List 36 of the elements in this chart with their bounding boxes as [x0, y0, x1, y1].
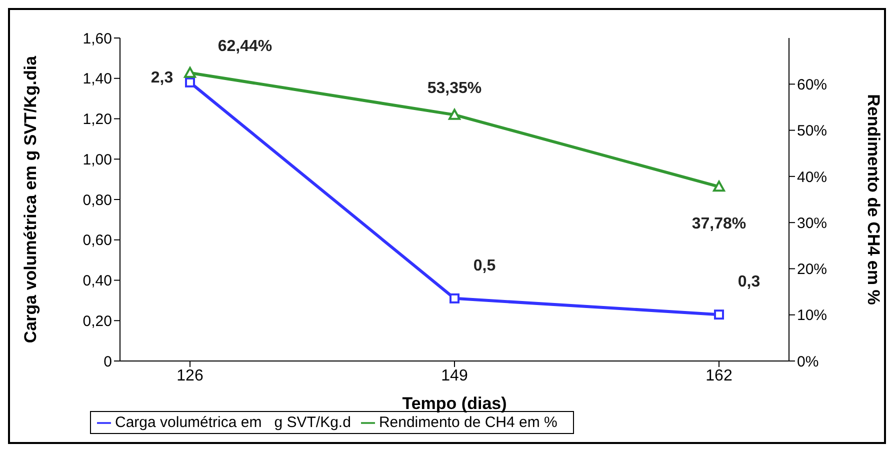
- y-tick-label: 0,20: [82, 312, 112, 330]
- data-label: 62,44%: [218, 38, 272, 55]
- point: [184, 66, 196, 78]
- y2-axis-title: Rendimento de CH4 em %: [864, 94, 883, 305]
- y2-tick-label: 10%: [797, 307, 828, 324]
- x-tick-label: 126: [176, 367, 204, 384]
- y-tick-label: 1,00: [82, 151, 112, 168]
- annotation: 0,5: [473, 257, 496, 274]
- point: [448, 108, 460, 120]
- y-tick-label: 0,40: [82, 272, 112, 290]
- y-tick-label: 1,20: [82, 111, 112, 128]
- y2-tick-label: 60%: [797, 76, 828, 94]
- y2-tick-label: 50%: [797, 122, 828, 140]
- y-axis-title: Carga volumétrica em g SVT/Kg.dia: [21, 55, 40, 344]
- y2-tick-label: 30%: [797, 214, 828, 232]
- x-axis-title: Tempo (dias): [402, 394, 507, 413]
- y2-tick-label: 0%: [797, 353, 819, 370]
- point: [450, 293, 460, 304]
- point: [714, 310, 724, 320]
- legend-label: Carga volumétrica em g SVT/Kg.d: [115, 414, 351, 431]
- data-label: 37,78%: [692, 216, 746, 233]
- y-tick-label: 0: [104, 353, 112, 370]
- y2-tick-label: 20%: [797, 261, 828, 278]
- annotation: 0,3: [738, 274, 760, 291]
- data-label: 53,35%: [427, 80, 482, 97]
- legend-label: Rendimento de CH4 em %: [378, 414, 558, 431]
- x-tick-label: 162: [706, 367, 732, 384]
- point: [713, 180, 725, 192]
- y-tick-label: 1,40: [82, 70, 112, 88]
- annotation: 2,3: [150, 69, 174, 86]
- y2-tick-label: 40%: [797, 168, 828, 186]
- y-tick-label: 1,60: [82, 30, 112, 48]
- point: [185, 77, 195, 88]
- x-tick-label: 149: [441, 367, 468, 384]
- y-tick-label: 0,60: [82, 232, 112, 250]
- y-tick-label: 0,80: [82, 192, 112, 209]
